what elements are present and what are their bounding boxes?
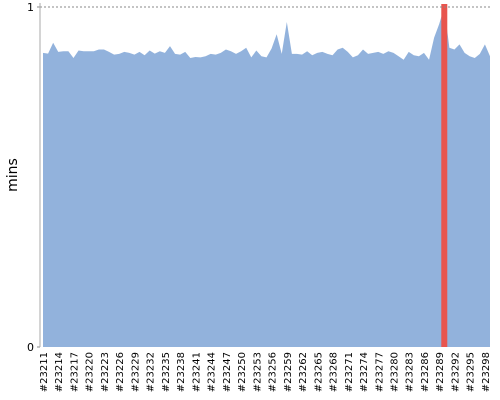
x-tick-label: #23298 bbox=[481, 352, 492, 392]
x-tick-label: #23250 bbox=[237, 352, 248, 392]
x-tick-label: #23223 bbox=[100, 352, 111, 392]
x-tick-label: #23238 bbox=[176, 352, 187, 392]
x-tick-label: #23235 bbox=[161, 352, 172, 392]
x-tick-label: #23232 bbox=[146, 352, 157, 392]
x-tick-label: #23247 bbox=[222, 352, 233, 392]
x-tick-label: #23283 bbox=[405, 352, 416, 392]
x-tick-label: #23256 bbox=[268, 352, 279, 392]
x-tick-label: #23280 bbox=[389, 352, 400, 392]
x-tick-label: #23265 bbox=[313, 352, 324, 392]
x-tick-label: #23226 bbox=[115, 352, 126, 392]
x-tick-label: #23259 bbox=[283, 352, 294, 392]
y-axis-label: mins bbox=[5, 158, 21, 192]
x-tick-label: #23241 bbox=[191, 352, 202, 392]
x-tick-label: #23268 bbox=[329, 352, 340, 392]
bar bbox=[441, 4, 448, 347]
x-tick-label: #23229 bbox=[130, 352, 141, 392]
x-tick-label: #23217 bbox=[69, 352, 80, 392]
x-tick-label: #23220 bbox=[85, 352, 96, 392]
x-tick-label: #23214 bbox=[54, 352, 65, 392]
x-tick-label: #23274 bbox=[359, 352, 370, 392]
x-tick-label: #23286 bbox=[420, 352, 431, 392]
y-tick-label: 1 bbox=[27, 1, 34, 14]
x-tick-label: #23262 bbox=[298, 352, 309, 392]
x-tick-label: #23295 bbox=[466, 352, 477, 392]
x-tick-label: #23292 bbox=[450, 352, 461, 392]
x-tick-label: #23277 bbox=[374, 352, 385, 392]
x-tick-label: #23289 bbox=[435, 352, 446, 392]
x-tick-label: #23211 bbox=[39, 352, 50, 392]
x-tick-label: #23244 bbox=[207, 352, 218, 392]
x-tick-label: #23271 bbox=[344, 352, 355, 392]
x-tick-label: #23253 bbox=[252, 352, 263, 392]
y-tick-label: 0 bbox=[27, 341, 34, 354]
area bbox=[43, 7, 490, 347]
